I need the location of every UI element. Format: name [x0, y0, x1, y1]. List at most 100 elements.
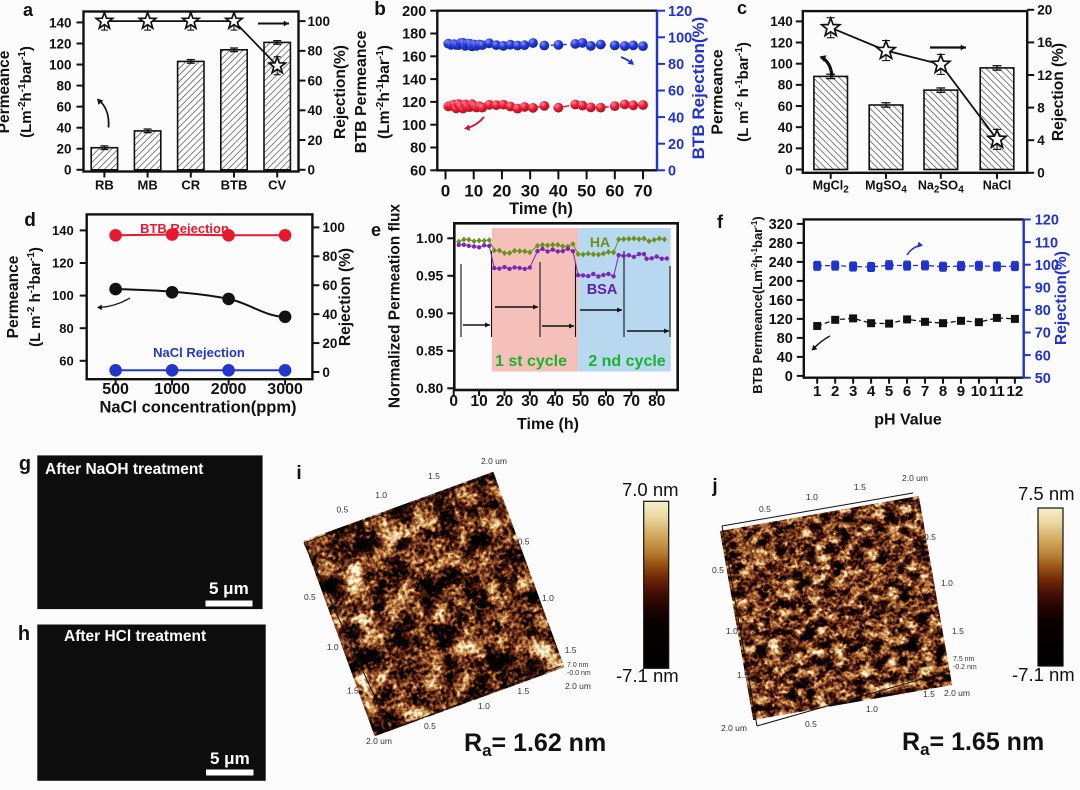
svg-text:1.0: 1.0 [941, 578, 953, 588]
svg-text:(Lm-2h-1bar-1): (Lm-2h-1bar-1) [17, 46, 35, 138]
svg-text:80: 80 [777, 331, 793, 347]
svg-text:60: 60 [308, 73, 323, 88]
svg-text:-7.1 nm: -7.1 nm [616, 665, 679, 686]
svg-text:CV: CV [268, 178, 286, 193]
svg-text:Permeance: Permeance [0, 50, 13, 133]
svg-text:2.0 um: 2.0 um [366, 736, 392, 746]
svg-text:Time (h): Time (h) [517, 416, 579, 433]
svg-text:0: 0 [308, 163, 316, 178]
svg-text:60: 60 [605, 182, 624, 201]
svg-text:1.0: 1.0 [806, 492, 818, 502]
svg-text:Time (h): Time (h) [509, 200, 573, 218]
svg-text:90: 90 [1035, 281, 1051, 297]
svg-text:7.0 nm: 7.0 nm [567, 662, 589, 669]
svg-text:0: 0 [785, 369, 793, 385]
svg-text:2.0 um: 2.0 um [481, 456, 507, 466]
svg-text:e: e [371, 220, 381, 240]
svg-text:1.5: 1.5 [854, 482, 866, 492]
svg-text:(L m-2 h-1bar-1): (L m-2 h-1bar-1) [26, 247, 44, 347]
svg-text:0: 0 [441, 182, 450, 201]
svg-text:1.5: 1.5 [428, 471, 440, 481]
svg-text:NaCl: NaCl [983, 178, 1011, 192]
svg-text:2000: 2000 [211, 381, 247, 398]
svg-text:2: 2 [831, 383, 839, 400]
svg-text:40: 40 [778, 120, 793, 135]
svg-text:0.95: 0.95 [416, 268, 443, 284]
svg-text:20: 20 [668, 137, 684, 153]
svg-text:20: 20 [322, 336, 337, 351]
svg-text:80: 80 [59, 321, 73, 336]
svg-text:50: 50 [572, 393, 589, 410]
svg-text:7.0 nm: 7.0 nm [622, 479, 679, 500]
svg-text:320: 320 [769, 217, 793, 233]
svg-text:70: 70 [1035, 326, 1051, 342]
svg-text:40: 40 [549, 182, 568, 201]
svg-text:f: f [717, 212, 724, 232]
svg-text:j: j [711, 476, 717, 497]
svg-text:80: 80 [56, 78, 71, 93]
svg-text:50: 50 [577, 182, 596, 201]
svg-text:h: h [18, 623, 30, 645]
svg-text:20: 20 [778, 141, 793, 156]
svg-text:100: 100 [322, 220, 345, 235]
svg-text:160: 160 [769, 293, 793, 309]
svg-text:240: 240 [769, 255, 793, 271]
svg-text:60: 60 [59, 353, 73, 368]
svg-text:30: 30 [521, 182, 540, 201]
svg-text:MB: MB [137, 178, 157, 193]
svg-text:120: 120 [402, 95, 426, 111]
svg-text:80: 80 [648, 393, 665, 410]
svg-text:7.5 nm: 7.5 nm [953, 656, 975, 663]
svg-text:120: 120 [49, 36, 72, 51]
svg-text:0.80: 0.80 [416, 380, 443, 396]
svg-text:(Lm-2h-1bar-1): (Lm-2h-1bar-1) [375, 45, 393, 139]
svg-text:0.5: 0.5 [304, 592, 316, 602]
svg-text:2.0 um: 2.0 um [944, 688, 970, 698]
svg-text:110: 110 [1035, 235, 1058, 251]
svg-text:BSA: BSA [587, 282, 618, 298]
svg-text:MgCl2: MgCl2 [813, 178, 850, 195]
svg-text:40: 40 [777, 350, 793, 366]
svg-text:8: 8 [1037, 100, 1045, 115]
svg-text:BTB Permeance(Lm-2h-1bar-1): BTB Permeance(Lm-2h-1bar-1) [750, 216, 765, 393]
svg-text:Rejection(%): Rejection(%) [1053, 251, 1070, 345]
svg-text:0.5: 0.5 [712, 565, 724, 575]
svg-text:6: 6 [903, 383, 911, 400]
svg-text:500: 500 [102, 381, 129, 398]
svg-text:20: 20 [308, 133, 323, 148]
svg-text:g: g [19, 453, 31, 475]
svg-text:1.0: 1.0 [327, 642, 339, 652]
svg-text:100: 100 [52, 288, 74, 303]
svg-text:140: 140 [49, 15, 72, 30]
svg-text:3000: 3000 [267, 381, 303, 398]
svg-text:Rejection(%): Rejection(%) [332, 45, 349, 139]
svg-text:160: 160 [402, 50, 426, 66]
svg-text:10: 10 [470, 393, 487, 410]
svg-text:BTB Rejection: BTB Rejection [140, 221, 229, 236]
svg-text:50: 50 [1035, 371, 1051, 387]
svg-text:d: d [24, 210, 36, 231]
svg-text:180: 180 [402, 27, 426, 43]
svg-text:-7.1 nm: -7.1 nm [1012, 664, 1075, 685]
svg-text:0: 0 [64, 163, 72, 178]
svg-text:1.5: 1.5 [347, 686, 359, 696]
svg-text:1.0: 1.0 [866, 704, 878, 714]
svg-text:1.0: 1.0 [726, 626, 738, 636]
svg-text:16: 16 [1037, 35, 1053, 50]
svg-text:20: 20 [492, 182, 511, 201]
svg-text:0.5: 0.5 [805, 719, 817, 729]
svg-text:280: 280 [769, 236, 793, 252]
svg-text:11: 11 [989, 383, 1005, 400]
svg-text:80: 80 [308, 44, 323, 59]
svg-text:a: a [23, 0, 34, 20]
svg-text:1000: 1000 [154, 381, 190, 398]
svg-text:100: 100 [668, 31, 692, 47]
svg-text:7.5 nm: 7.5 nm [1018, 483, 1075, 504]
svg-text:0.5: 0.5 [336, 504, 348, 514]
svg-text:BTB: BTB [221, 178, 248, 193]
svg-text:MgSO4: MgSO4 [865, 178, 907, 195]
svg-text:20: 20 [1037, 3, 1052, 18]
svg-text:20: 20 [56, 142, 71, 157]
svg-text:0.85: 0.85 [416, 343, 443, 359]
svg-text:1.00: 1.00 [416, 230, 443, 246]
